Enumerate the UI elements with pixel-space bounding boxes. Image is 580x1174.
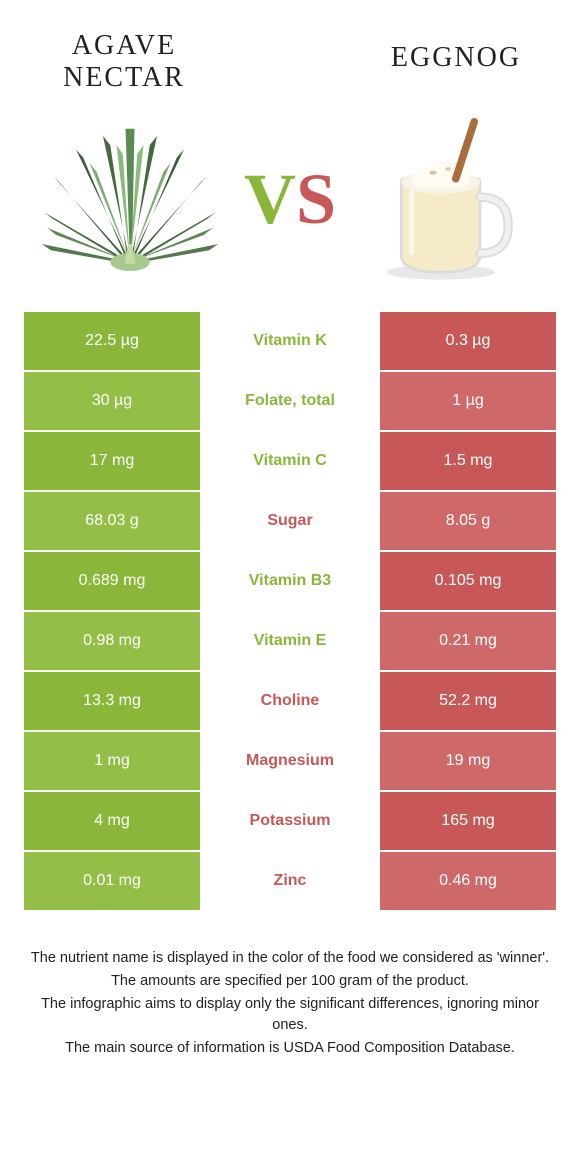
agave-plant-icon xyxy=(40,124,220,274)
table-row: 13.3 mgCholine52.2 mg xyxy=(24,672,556,730)
footer-line-4: The main source of information is USDA F… xyxy=(30,1038,550,1059)
left-value: 0.01 mg xyxy=(24,852,200,910)
right-value: 8.05 g xyxy=(380,492,556,550)
right-value: 1.5 mg xyxy=(380,432,556,490)
left-value: 17 mg xyxy=(24,432,200,490)
left-value: 13.3 mg xyxy=(24,672,200,730)
vs-label: VS xyxy=(220,163,360,235)
vs-s: S xyxy=(296,159,336,239)
eggnog-mug-icon xyxy=(375,114,525,284)
nutrient-name: Potassium xyxy=(200,792,380,850)
header: AGAVE NECTAR EGGNOG xyxy=(24,30,556,94)
table-row: 4 mgPotassium165 mg xyxy=(24,792,556,850)
left-value: 30 µg xyxy=(24,372,200,430)
left-title: AGAVE NECTAR xyxy=(24,30,224,94)
nutrient-name: Magnesium xyxy=(200,732,380,790)
nutrient-name: Vitamin K xyxy=(200,312,380,370)
table-row: 1 mgMagnesium19 mg xyxy=(24,732,556,790)
right-value: 0.21 mg xyxy=(380,612,556,670)
right-title: EGGNOG xyxy=(356,42,556,74)
left-value: 4 mg xyxy=(24,792,200,850)
nutrient-name: Folate, total xyxy=(200,372,380,430)
table-row: 22.5 µgVitamin K0.3 µg xyxy=(24,312,556,370)
image-row: VS xyxy=(24,114,556,284)
footer-line-2: The amounts are specified per 100 gram o… xyxy=(30,971,550,992)
left-value: 0.98 mg xyxy=(24,612,200,670)
nutrient-name: Vitamin E xyxy=(200,612,380,670)
right-value: 0.105 mg xyxy=(380,552,556,610)
footer-line-3: The infographic aims to display only the… xyxy=(30,994,550,1036)
nutrient-name: Vitamin B3 xyxy=(200,552,380,610)
agave-image xyxy=(40,124,220,274)
table-row: 17 mgVitamin C1.5 mg xyxy=(24,432,556,490)
table-row: 30 µgFolate, total1 µg xyxy=(24,372,556,430)
footer-line-1: The nutrient name is displayed in the co… xyxy=(30,948,550,969)
right-value: 1 µg xyxy=(380,372,556,430)
left-value: 0.689 mg xyxy=(24,552,200,610)
right-value: 165 mg xyxy=(380,792,556,850)
table-row: 0.689 mgVitamin B30.105 mg xyxy=(24,552,556,610)
footer-notes: The nutrient name is displayed in the co… xyxy=(24,948,556,1059)
left-value: 68.03 g xyxy=(24,492,200,550)
table-row: 0.98 mgVitamin E0.21 mg xyxy=(24,612,556,670)
nutrient-name: Sugar xyxy=(200,492,380,550)
nutrient-name: Zinc xyxy=(200,852,380,910)
right-value: 19 mg xyxy=(380,732,556,790)
nutrient-table: 22.5 µgVitamin K0.3 µg30 µgFolate, total… xyxy=(24,312,556,910)
table-row: 68.03 gSugar8.05 g xyxy=(24,492,556,550)
right-value: 0.3 µg xyxy=(380,312,556,370)
left-value: 22.5 µg xyxy=(24,312,200,370)
right-value: 52.2 mg xyxy=(380,672,556,730)
table-row: 0.01 mgZinc0.46 mg xyxy=(24,852,556,910)
nutrient-name: Choline xyxy=(200,672,380,730)
right-value: 0.46 mg xyxy=(380,852,556,910)
left-value: 1 mg xyxy=(24,732,200,790)
eggnog-image xyxy=(360,114,540,284)
vs-v: V xyxy=(244,159,296,239)
nutrient-name: Vitamin C xyxy=(200,432,380,490)
